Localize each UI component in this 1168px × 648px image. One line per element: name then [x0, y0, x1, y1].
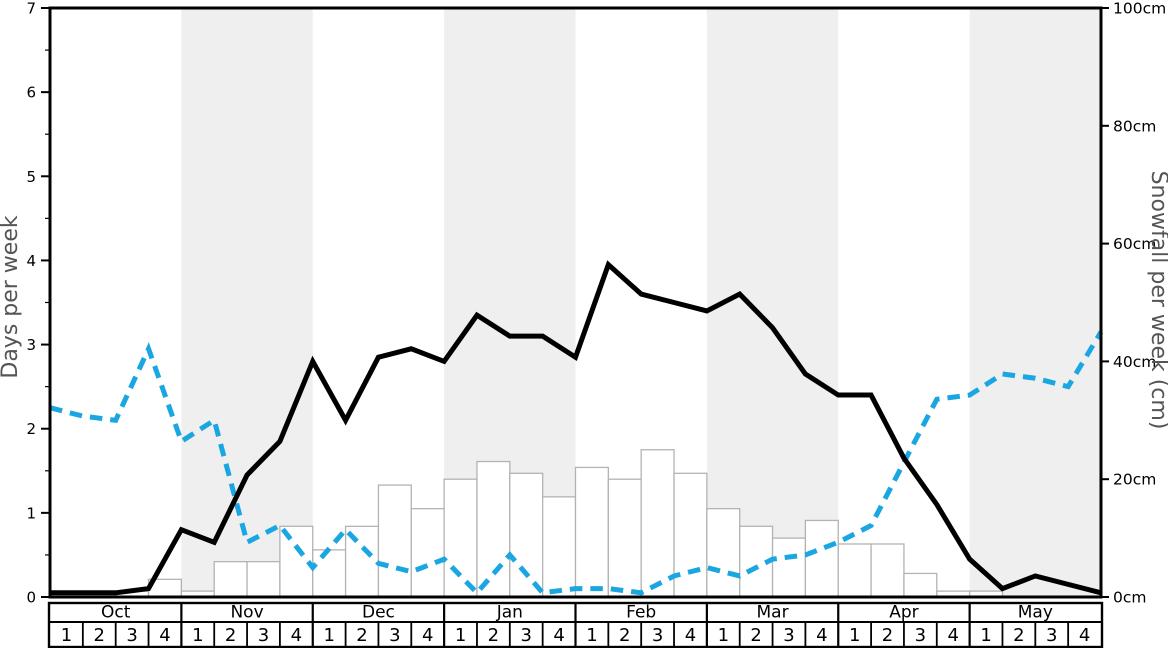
right-tick-label-40cm: 40cm: [1113, 353, 1156, 371]
dashed-line-layer: [49, 330, 1104, 597]
bar-Jan-4: [542, 496, 577, 598]
week-cell-Apr-1: 1: [849, 625, 860, 646]
week-cell-Dec-1: 1: [323, 625, 334, 646]
week-cell-May-1: 1: [980, 625, 991, 646]
left-tick-label-7: 7: [26, 0, 36, 18]
bar-Dec-2: [344, 525, 380, 598]
right-tick-label-20cm: 20cm: [1113, 471, 1156, 489]
week-cell-Feb-3: 3: [652, 625, 663, 646]
week-cell-Mar-1: 1: [718, 625, 729, 646]
week-cell-Feb-1: 1: [586, 625, 597, 646]
month-cell-Jan: Jan: [496, 603, 523, 623]
month-cell-Nov: Nov: [230, 603, 263, 623]
week-cell-Nov-4: 4: [291, 625, 302, 646]
week-cell-Jan-1: 1: [455, 625, 466, 646]
month-band-Nov: [181, 8, 313, 597]
right-axis-title: Snowfall per week (cm): [1146, 171, 1168, 430]
week-cell-Nov-1: 1: [192, 625, 203, 646]
bar-Apr-3: [903, 572, 938, 598]
week-cell-Dec-2: 2: [356, 625, 367, 646]
week-cell-Jan-2: 2: [488, 625, 499, 646]
week-cell-Apr-2: 2: [882, 625, 893, 646]
week-cell-May-2: 2: [1013, 625, 1024, 646]
week-cell-Nov-3: 3: [258, 625, 269, 646]
bar-Jan-2: [476, 460, 511, 598]
month-cell-Feb: Feb: [626, 603, 656, 623]
week-cell-Feb-2: 2: [619, 625, 630, 646]
week-cell-Oct-3: 3: [126, 625, 137, 646]
bar-Feb-2: [607, 478, 642, 598]
right-tick-label-60cm: 60cm: [1113, 235, 1156, 253]
left-tick-label-6: 6: [26, 84, 36, 102]
solid-line-layer: [50, 260, 1102, 596]
right-axis-ticks: 0cm 20cm 40cm 60cm 80cm 100cm: [1101, 0, 1166, 607]
week-cell-Apr-3: 3: [915, 625, 926, 646]
week-cell-Mar-2: 2: [750, 625, 761, 646]
month-cell-Mar: Mar: [757, 603, 789, 623]
bar-Nov-3: [246, 561, 281, 598]
snowfall-bars: [115, 449, 1004, 598]
left-tick-label-1: 1: [26, 504, 36, 522]
bar-Nov-2: [213, 561, 248, 598]
left-tick-label-4: 4: [26, 252, 36, 270]
bar-Feb-1: [574, 466, 609, 598]
month-band-May: [969, 8, 1101, 597]
week-cell-Jan-3: 3: [521, 625, 532, 646]
week-cell-May-4: 4: [1079, 625, 1090, 646]
week-cell-Dec-4: 4: [422, 625, 433, 646]
right-tick-label-0cm: 0cm: [1113, 589, 1146, 607]
week-cell-Jan-4: 4: [553, 625, 564, 646]
week-cell-Nov-2: 2: [225, 625, 236, 646]
week-cell-Oct-1: 1: [61, 625, 72, 646]
week-cell-Feb-4: 4: [685, 625, 696, 646]
month-cell-Dec: Dec: [362, 603, 395, 623]
bar-Feb-4: [673, 472, 708, 598]
week-cell-May-3: 3: [1046, 625, 1057, 646]
week-cell-Oct-2: 2: [94, 625, 105, 646]
week-cell-Oct-4: 4: [159, 625, 170, 646]
bar-Dec-3: [377, 484, 412, 598]
month-cell-Oct: Oct: [101, 603, 131, 623]
bar-Apr-2: [870, 543, 905, 598]
month-bands: [181, 8, 1101, 597]
right-tick-label-80cm: 80cm: [1113, 117, 1156, 135]
week-cell-Mar-3: 3: [783, 625, 794, 646]
bar-Dec-1: [312, 549, 347, 598]
bar-Jan-3: [509, 472, 544, 598]
left-axis-ticks: 0 1 2 3 4 5 6 7: [26, 0, 50, 607]
bar-Mar-1: [706, 507, 741, 598]
week-cell-Apr-4: 4: [947, 625, 958, 646]
left-tick-label-0: 0: [26, 589, 36, 607]
right-tick-label-100cm: 100cm: [1113, 0, 1166, 18]
month-cell-Apr: Apr: [889, 603, 918, 623]
month-cell-May: May: [1018, 603, 1053, 623]
bar-Mar-3: [771, 537, 807, 598]
left-tick-label-3: 3: [26, 336, 36, 354]
week-cell-Mar-4: 4: [816, 625, 827, 646]
bar-Jan-1: [443, 478, 478, 598]
bar-Apr-1: [837, 543, 872, 598]
bar-Nov-4: [279, 525, 314, 598]
bar-Mar-4: [804, 519, 839, 598]
days-dashed-line: [49, 330, 1104, 597]
week-cell-Dec-3: 3: [389, 625, 400, 646]
left-tick-label-2: 2: [26, 420, 36, 438]
left-axis-title: Days per week: [0, 215, 23, 378]
left-tick-label-5: 5: [26, 168, 36, 186]
bar-Dec-4: [410, 507, 445, 598]
days-solid-line: [50, 260, 1102, 596]
bar-Feb-3: [640, 449, 675, 598]
